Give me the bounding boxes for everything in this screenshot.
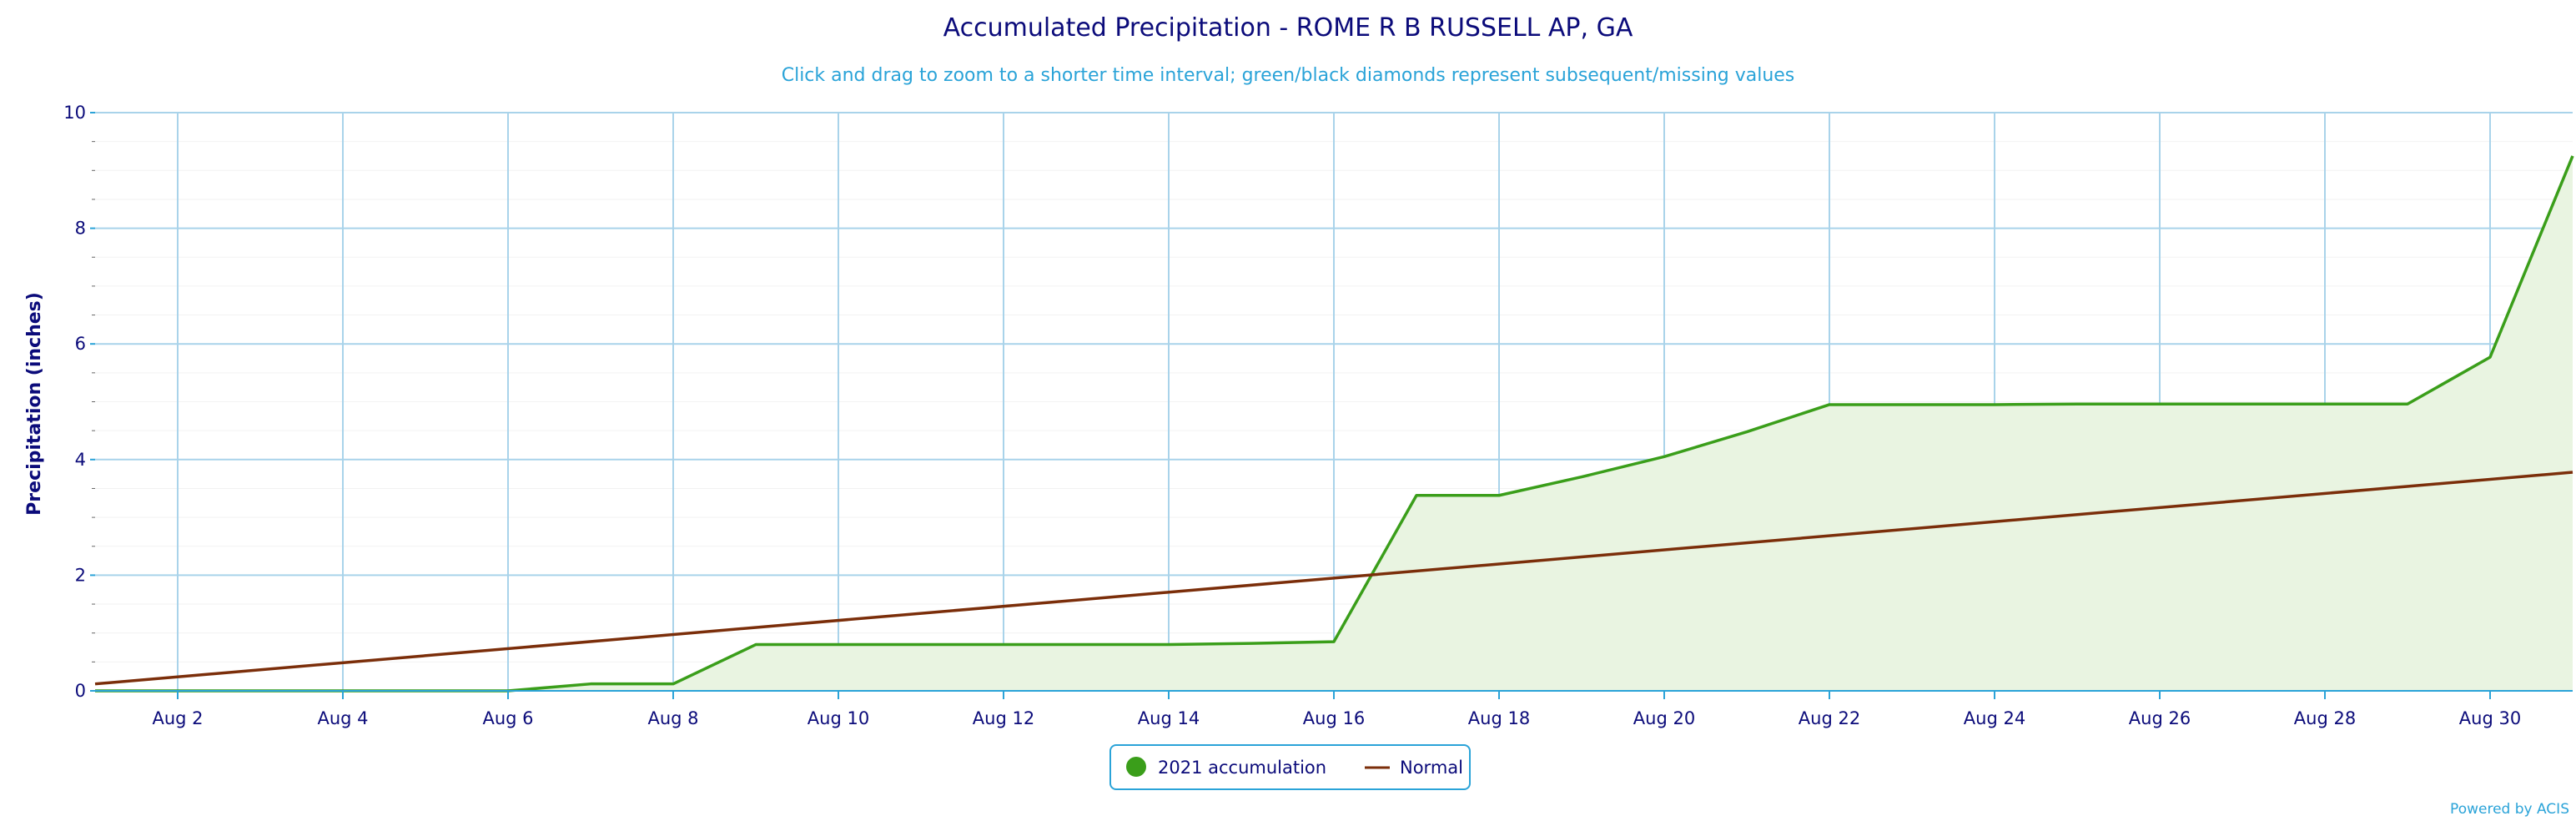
x-tick-label: Aug 2 — [152, 708, 203, 728]
x-tick-label: Aug 24 — [1964, 708, 2025, 728]
series-area-layer — [95, 155, 2573, 692]
x-tick-label: Aug 10 — [808, 708, 869, 728]
x-tick-label: Aug 20 — [1633, 708, 1695, 728]
legend[interactable]: 2021 accumulation Normal — [1109, 744, 1471, 790]
grid — [95, 112, 2573, 692]
y-tick-label: 10 — [63, 103, 86, 123]
y-tick-label: 8 — [75, 219, 86, 239]
y-axis-label: Precipitation (inches) — [24, 292, 45, 516]
y-tick-label: 4 — [75, 450, 86, 470]
x-tick-label: Aug 22 — [1799, 708, 1860, 728]
chart-subtitle: Click and drag to zoom to a shorter time… — [782, 65, 1795, 86]
x-tick-label: Aug 30 — [2459, 708, 2521, 728]
x-tick-label: Aug 16 — [1303, 708, 1365, 728]
series-line-normal[interactable] — [94, 471, 2573, 686]
x-tick-label: Aug 14 — [1138, 708, 1200, 728]
x-tick-label: Aug 12 — [973, 708, 1034, 728]
legend-item-2021-accumulation[interactable]: 2021 accumulation — [1126, 757, 1326, 778]
chart-title: Accumulated Precipitation - ROME R B RUS… — [943, 13, 1633, 43]
y-tick-label: 6 — [75, 334, 86, 354]
powered-by-credit[interactable]: Powered by ACIS — [2450, 801, 2569, 818]
x-tick-label: Aug 26 — [2129, 708, 2191, 728]
legend-label-2021-accumulation: 2021 accumulation — [1158, 758, 1326, 778]
x-tick-label: Aug 28 — [2294, 708, 2356, 728]
legend-label-normal: Normal — [1400, 758, 1463, 778]
x-tick-label: Aug 4 — [317, 708, 368, 728]
y-tick-label: 0 — [75, 681, 86, 701]
series-area-2021-accumulation — [95, 155, 2573, 692]
y-tick-label: 2 — [75, 565, 86, 585]
legend-marker-2021-accumulation — [1126, 757, 1146, 777]
legend-item-normal[interactable]: Normal — [1365, 758, 1463, 778]
x-tick-label: Aug 8 — [647, 708, 698, 728]
legend-box — [1109, 744, 1471, 790]
x-tick-label: Aug 6 — [482, 708, 533, 728]
axes: 0 2 4 6 8 10 Aug 2 Aug 4 Aug 6 Aug 8 Aug 10 Aug 12 A… — [63, 103, 2573, 728]
x-tick-label: Aug 18 — [1468, 708, 1530, 728]
